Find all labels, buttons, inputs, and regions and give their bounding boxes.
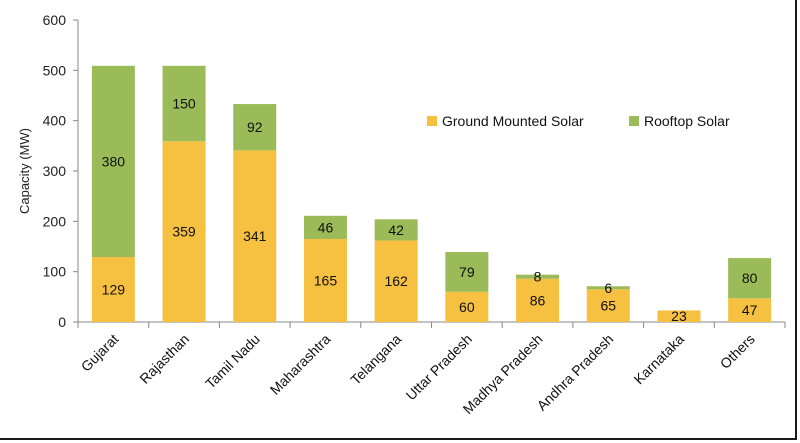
data-label: 65 — [600, 298, 616, 314]
bar-ground-mounted-gujarat — [91, 257, 135, 322]
data-label: 86 — [530, 292, 546, 308]
bar-rooftop-maharashtra — [303, 215, 347, 239]
bar-ground-mounted-rajasthan — [162, 141, 206, 322]
bar-rooftop-tamil-nadu — [233, 104, 277, 151]
data-label: 8 — [534, 269, 542, 285]
bar-rooftop-telangana — [374, 219, 418, 241]
bar-rooftop-madhya-pradesh — [516, 274, 560, 279]
data-label: 162 — [384, 273, 408, 289]
y-tick-label: 600 — [43, 12, 67, 28]
bar-ground-mounted-telangana — [374, 240, 418, 322]
legend-label: Rooftop Solar — [644, 113, 730, 129]
y-tick-label: 500 — [43, 62, 67, 78]
y-tick-label: 0 — [58, 314, 66, 330]
data-labels: 129 380 359 150 341 92 165 46 162 42 60 79 86 8 65 6 23 4… — [102, 96, 758, 325]
data-label: 359 — [172, 224, 196, 240]
bar-rooftop-rajasthan — [162, 65, 206, 142]
data-label: 341 — [243, 228, 267, 244]
y-tick-label: 300 — [43, 163, 67, 179]
data-label: 79 — [459, 264, 475, 280]
bar-rooftop-gujarat — [91, 65, 135, 258]
data-label: 6 — [604, 280, 612, 296]
bar-ground-mounted-maharashtra — [303, 238, 347, 322]
x-category-label: Gujarat — [78, 331, 122, 375]
data-label: 150 — [172, 96, 196, 112]
bar-ground-mounted-madhya-pradesh — [516, 278, 560, 322]
legend: Ground Mounted Solar Rooftop Solar — [427, 113, 730, 129]
axes: 0 100 200 300 400 500 600 Gujarat Rajasthan Tamil… — [43, 12, 786, 417]
data-label: 92 — [247, 119, 263, 135]
data-label: 60 — [459, 299, 475, 315]
y-tick-label: 400 — [43, 113, 67, 129]
y-tick-label: 100 — [43, 264, 67, 280]
legend-label: Ground Mounted Solar — [442, 113, 584, 129]
data-label: 80 — [742, 270, 758, 286]
bar-ground-mounted-tamil-nadu — [233, 150, 277, 322]
bar-rooftop-others — [728, 258, 772, 299]
legend-swatch — [427, 116, 437, 126]
bar-ground-mounted-others — [728, 298, 772, 322]
bar-rooftop-andhra-pradesh — [586, 286, 630, 290]
x-category-label: Uttar Pradesh — [403, 331, 475, 403]
bar-ground-mounted-karnataka — [657, 310, 701, 322]
x-category-label: Maharashtra — [267, 331, 334, 398]
y-tick-label: 200 — [43, 213, 67, 229]
data-label: 46 — [318, 219, 334, 235]
x-category-label: Telangana — [347, 331, 404, 388]
data-label: 42 — [388, 222, 404, 238]
x-category-label: Rajasthan — [136, 331, 192, 387]
data-label: 23 — [671, 308, 687, 324]
x-category-label: Karnataka — [631, 331, 688, 388]
bar-ground-mounted-uttar-pradesh — [445, 291, 489, 322]
x-category-label: Others — [717, 331, 758, 372]
data-label: 165 — [314, 272, 338, 288]
x-category-label: Tamil Nadu — [202, 331, 263, 392]
data-label: 129 — [102, 282, 126, 298]
data-label: 47 — [742, 302, 758, 318]
bar-rooftop-uttar-pradesh — [445, 252, 489, 292]
data-label: 380 — [102, 153, 126, 169]
y-axis-label: Capacity (MW) — [17, 128, 32, 214]
x-category-label: Andhra Pradesh — [534, 331, 617, 414]
bar-ground-mounted-andhra-pradesh — [586, 289, 630, 322]
legend-swatch — [629, 116, 639, 126]
bars — [91, 65, 772, 322]
